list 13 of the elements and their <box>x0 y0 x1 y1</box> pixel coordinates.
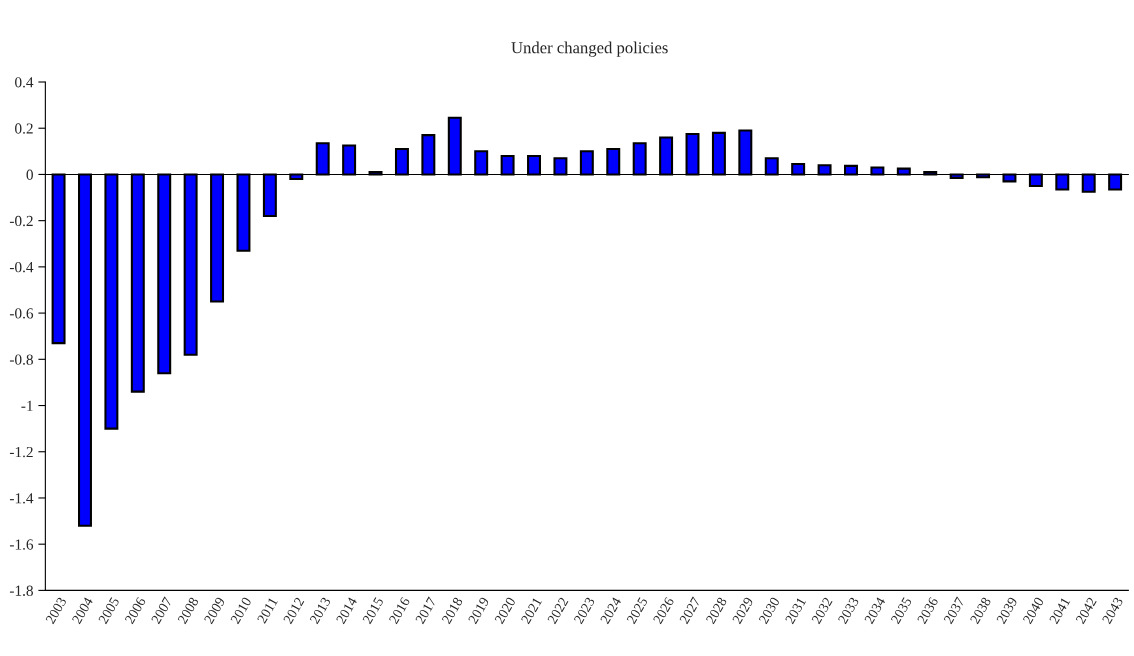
y-tick-label: -0.2 <box>9 215 33 227</box>
y-tick-label: -0.4 <box>9 262 34 273</box>
y-tick-label: -1.2 <box>9 446 33 458</box>
y-tick-label: 0 <box>26 169 33 180</box>
y-tick-label: -1.8 <box>9 585 33 596</box>
y-tick-label: -0.6 <box>9 308 34 319</box>
y-tick-label: 0.2 <box>15 123 33 134</box>
y-tick-label: -1.4 <box>9 493 34 504</box>
y-tick-label: -0.8 <box>9 354 33 365</box>
y-tick-label: -1 <box>21 400 33 411</box>
y-tick-label: 0.4 <box>15 77 34 88</box>
y-tick-label: -1.6 <box>9 539 34 550</box>
chart-title: Under changed policies <box>511 41 668 57</box>
